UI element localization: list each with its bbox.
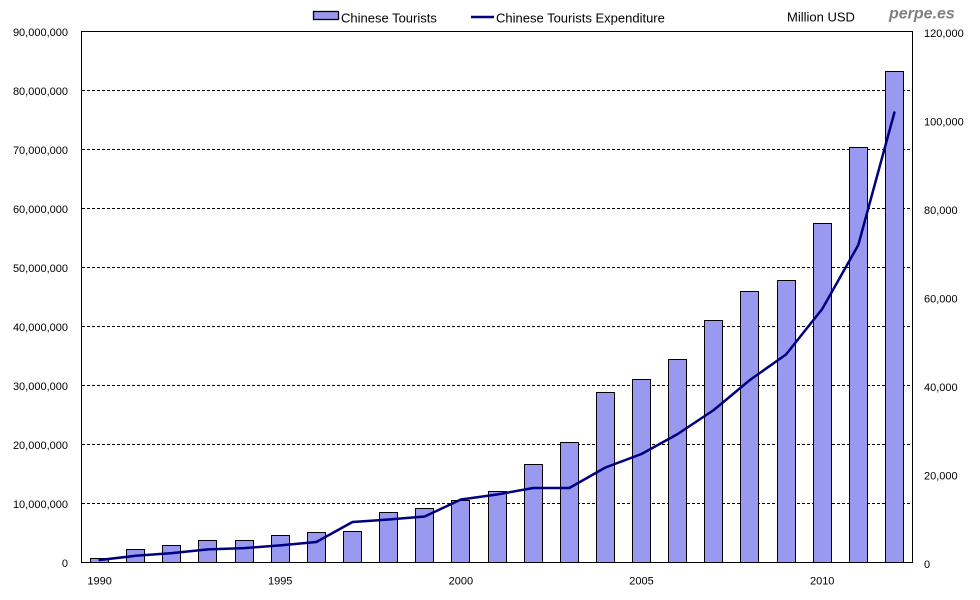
svg-text:70,000,000: 70,000,000 bbox=[13, 145, 68, 157]
svg-text:0: 0 bbox=[62, 558, 68, 570]
svg-text:120,000: 120,000 bbox=[924, 28, 964, 40]
svg-text:100,000: 100,000 bbox=[924, 117, 964, 129]
svg-text:2005: 2005 bbox=[629, 576, 653, 588]
svg-text:0: 0 bbox=[924, 559, 930, 571]
svg-text:20,000,000: 20,000,000 bbox=[13, 440, 68, 452]
svg-text:Chinese Tourists Expenditure: Chinese Tourists Expenditure bbox=[496, 11, 665, 26]
svg-text:30,000,000: 30,000,000 bbox=[13, 381, 68, 393]
svg-text:60,000: 60,000 bbox=[924, 294, 958, 306]
svg-text:60,000,000: 60,000,000 bbox=[13, 204, 68, 216]
svg-text:1990: 1990 bbox=[87, 576, 111, 588]
svg-text:40,000,000: 40,000,000 bbox=[13, 322, 68, 334]
svg-text:10,000,000: 10,000,000 bbox=[13, 499, 68, 511]
svg-text:80,000,000: 80,000,000 bbox=[13, 86, 68, 98]
svg-text:90,000,000: 90,000,000 bbox=[13, 27, 68, 39]
svg-text:50,000,000: 50,000,000 bbox=[13, 263, 68, 275]
svg-text:Million USD: Million USD bbox=[787, 10, 855, 25]
svg-text:2010: 2010 bbox=[810, 576, 834, 588]
svg-text:Chinese Tourists: Chinese Tourists bbox=[341, 11, 437, 26]
svg-text:80,000: 80,000 bbox=[924, 205, 958, 217]
svg-text:1995: 1995 bbox=[268, 576, 292, 588]
svg-text:20,000: 20,000 bbox=[924, 471, 958, 483]
svg-text:40,000: 40,000 bbox=[924, 382, 958, 394]
svg-text:2000: 2000 bbox=[449, 576, 473, 588]
svg-text:perpe.es: perpe.es bbox=[888, 6, 955, 23]
